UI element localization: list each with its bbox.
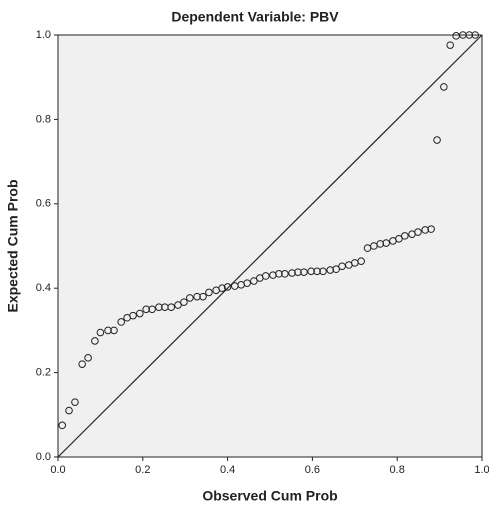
point <box>142 305 150 314</box>
point <box>465 31 474 39</box>
x-tick-label: 0.6 <box>305 464 320 476</box>
y-tick-label: 0.8 <box>36 113 51 125</box>
point <box>167 303 176 311</box>
point <box>96 328 105 337</box>
point <box>421 226 429 234</box>
point <box>326 266 335 274</box>
y-axis-label: Expected Cum Prob <box>5 179 21 312</box>
x-tick-label: 0.2 <box>135 464 150 476</box>
point <box>84 354 92 362</box>
point <box>414 228 422 236</box>
x-tick-label: 0.0 <box>50 464 65 476</box>
point <box>332 265 340 274</box>
point <box>71 398 79 406</box>
x-axis-label: Observed Cum Prob <box>202 488 337 504</box>
point <box>250 277 258 285</box>
point <box>129 311 137 320</box>
point <box>174 301 182 309</box>
point <box>288 269 296 277</box>
point <box>104 326 112 335</box>
point <box>471 31 480 39</box>
y-tick-label: 0.2 <box>36 367 51 379</box>
point <box>223 283 232 291</box>
point <box>58 421 67 430</box>
point <box>155 303 163 311</box>
point <box>117 318 125 326</box>
y-tick-label: 0.6 <box>36 198 51 210</box>
point <box>281 270 289 278</box>
x-tick-label: 0.8 <box>390 464 405 476</box>
point <box>401 232 409 240</box>
point <box>199 292 207 301</box>
point <box>446 41 455 49</box>
point <box>382 239 390 247</box>
point <box>186 294 194 302</box>
point <box>376 240 385 248</box>
reference-line <box>57 34 483 458</box>
point <box>91 337 99 345</box>
x-tick-label: 1.0 <box>474 464 489 476</box>
y-tick-label: 0.0 <box>36 451 51 463</box>
point <box>307 267 315 276</box>
point <box>433 136 441 144</box>
point <box>180 298 188 306</box>
point <box>148 305 156 314</box>
point <box>78 360 86 368</box>
y-tick-label: 0.4 <box>36 282 51 294</box>
point <box>357 257 365 265</box>
point <box>218 284 226 293</box>
point <box>110 326 118 335</box>
point <box>294 268 302 276</box>
point <box>205 288 213 297</box>
point <box>65 406 73 415</box>
y-tick-label: 1.0 <box>36 29 51 41</box>
point <box>440 83 448 91</box>
x-tick-label: 0.4 <box>220 464 235 476</box>
point <box>300 268 308 276</box>
point <box>136 309 144 318</box>
point <box>261 272 270 280</box>
point <box>427 225 435 233</box>
point <box>313 267 321 276</box>
point <box>193 292 201 301</box>
point <box>319 267 327 276</box>
point <box>395 235 403 243</box>
point <box>243 279 251 287</box>
chart-title: Dependent Variable: PBV <box>171 9 339 25</box>
point <box>275 270 283 278</box>
